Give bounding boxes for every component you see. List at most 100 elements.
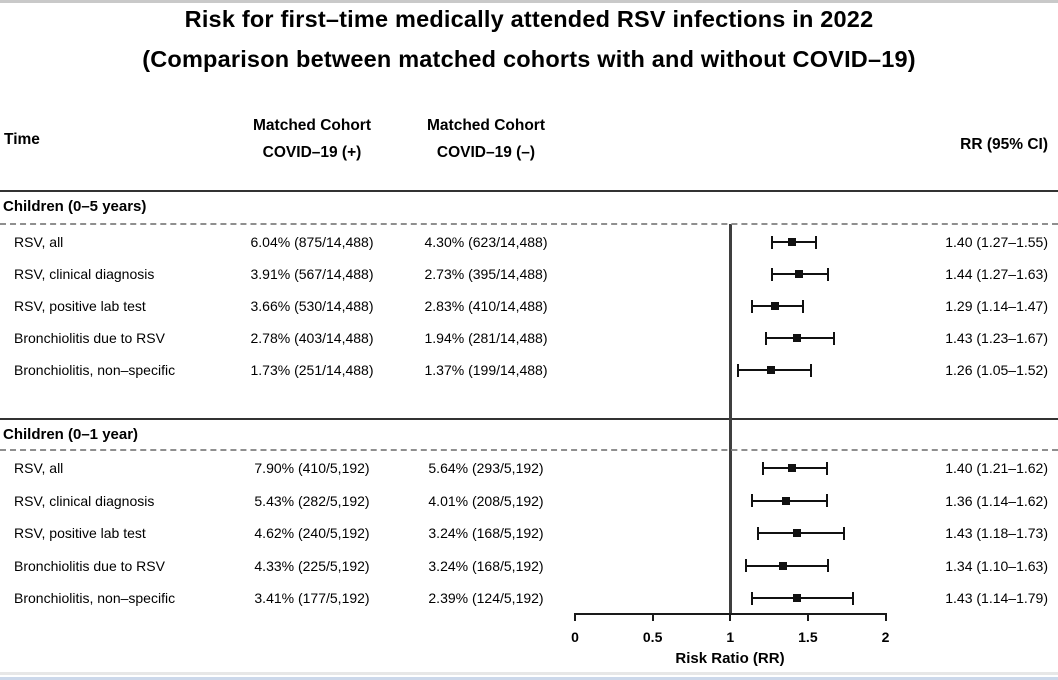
point-estimate-marker: [779, 561, 788, 570]
cohort-negative-value: 3.24% (168/5,192): [428, 557, 544, 574]
point-estimate-marker: [793, 529, 801, 537]
row-label: RSV, clinical diagnosis: [14, 492, 155, 509]
x-axis-tick-label: 0: [571, 629, 579, 645]
top-edge-strip: [0, 0, 1058, 3]
x-axis-tick: [729, 613, 732, 621]
ci-cap-high: [802, 299, 805, 313]
rr-ci-value: 1.40 (1.21–1.62): [945, 460, 1048, 476]
cohort-positive-value: 7.90% (410/5,192): [254, 460, 370, 476]
row-label: RSV, all: [14, 234, 64, 250]
row-label: RSV, positive lab test: [14, 525, 146, 541]
row-label: Bronchiolitis due to RSV: [14, 557, 165, 574]
section-divider-rule: [0, 418, 1058, 420]
ci-cap-high: [809, 363, 812, 377]
point-estimate-marker: [766, 366, 775, 374]
cohort-positive-value: 4.62% (240/5,192): [254, 525, 370, 541]
x-axis-tick-label: 1.5: [798, 629, 818, 645]
ci-cap-low: [761, 461, 764, 475]
point-estimate-marker: [788, 464, 797, 472]
rr-ci-value: 1.43 (1.18–1.73): [945, 525, 1048, 541]
rr-ci-value: 1.26 (1.05–1.52): [945, 362, 1048, 378]
column-header-time: Time: [4, 131, 40, 148]
section-header: Children (0–5 years): [3, 198, 147, 215]
x-axis-tick: [651, 613, 654, 621]
ci-cap-high: [851, 591, 854, 605]
ci-cap-low: [764, 331, 767, 345]
cohort-negative-value: 3.24% (168/5,192): [428, 525, 544, 541]
column-header-cohort-positive: Matched Cohort COVID–19 (+): [202, 112, 422, 166]
cohort-negative-header-line2: COVID–19 (–): [436, 144, 536, 161]
bottom-edge-strip-gray: [0, 672, 1058, 675]
cohort-positive-header-line1: Matched Cohort: [253, 117, 371, 134]
point-estimate-marker: [788, 238, 797, 246]
ci-cap-high: [833, 331, 836, 345]
cohort-negative-value: 5.64% (293/5,192): [428, 460, 544, 476]
bottom-edge-strip-blue: [0, 677, 1058, 680]
column-header-cohort-negative: Matched Cohort COVID–19 (–): [376, 112, 596, 166]
cohort-negative-value: 2.73% (395/14,488): [424, 266, 548, 282]
ci-cap-low: [750, 299, 753, 313]
chart-title: Risk for first–time medically attended R…: [184, 6, 874, 32]
column-header-rr-ci: RR (95% CI): [960, 136, 1048, 153]
ci-cap-high: [827, 559, 830, 572]
x-axis-label: Risk Ratio (RR): [675, 650, 785, 667]
cohort-positive-value: 3.41% (177/5,192): [254, 590, 370, 606]
cohort-negative-value: 1.37% (199/14,488): [424, 362, 548, 378]
rr-ci-value: 1.44 (1.27–1.63): [945, 266, 1048, 282]
cohort-negative-value: 2.39% (124/5,192): [428, 590, 544, 606]
row-label: Bronchiolitis, non–specific: [14, 590, 176, 606]
x-axis-tick: [884, 613, 887, 621]
ci-cap-low: [744, 559, 747, 572]
section-dashed-rule: [0, 449, 1058, 451]
cohort-positive-header-line2: COVID–19 (+): [262, 144, 362, 161]
cohort-negative-value: 1.94% (281/14,488): [424, 330, 548, 346]
x-axis-tick-label: 0.5: [642, 629, 663, 645]
ci-cap-high: [814, 235, 817, 249]
rr-ci-value: 1.34 (1.10–1.63): [945, 557, 1048, 574]
section-dashed-rule: [0, 223, 1058, 225]
cohort-positive-value: 3.66% (530/14,488): [250, 298, 374, 314]
ci-cap-high: [825, 461, 828, 475]
x-axis-tick-label: 1: [726, 629, 735, 645]
ci-cap-high: [825, 494, 828, 507]
section-header: Children (0–1 year): [3, 426, 139, 443]
chart-subtitle: (Comparison between matched cohorts with…: [142, 46, 916, 72]
rr-ci-value: 1.36 (1.14–1.62): [945, 492, 1048, 509]
ci-cap-low: [771, 235, 774, 249]
rr-ci-value: 1.43 (1.14–1.79): [945, 590, 1048, 606]
row-label: RSV, all: [14, 460, 64, 476]
point-estimate-marker: [793, 594, 801, 602]
point-estimate-marker: [771, 302, 780, 310]
cohort-negative-value: 4.30% (623/14,488): [424, 234, 548, 250]
ci-cap-low: [750, 494, 753, 507]
cohort-negative-value: 2.83% (410/14,488): [424, 298, 548, 314]
x-axis-tick: [574, 613, 576, 621]
point-estimate-marker: [782, 496, 791, 505]
row-label: Bronchiolitis, non–specific: [14, 362, 176, 378]
reference-line-rr-1: [728, 224, 732, 613]
row-label: RSV, clinical diagnosis: [14, 266, 155, 282]
point-estimate-marker: [794, 270, 803, 278]
row-label: RSV, positive lab test: [14, 298, 146, 314]
point-estimate-marker: [793, 334, 801, 342]
x-axis-tick: [806, 613, 809, 621]
ci-cap-high: [827, 267, 830, 281]
row-label: Bronchiolitis due to RSV: [14, 330, 165, 346]
ci-bar: [751, 597, 853, 599]
cohort-positive-value: 2.78% (403/14,488): [250, 330, 374, 346]
ci-cap-low: [750, 591, 753, 605]
cohort-positive-value: 1.73% (251/14,488): [250, 362, 374, 378]
cohort-positive-value: 3.91% (567/14,488): [250, 266, 374, 282]
ci-cap-low: [737, 363, 739, 377]
rr-ci-value: 1.29 (1.14–1.47): [945, 298, 1048, 314]
cohort-negative-value: 4.01% (208/5,192): [428, 492, 544, 509]
cohort-positive-value: 6.04% (875/14,488): [250, 234, 374, 250]
cohort-positive-value: 4.33% (225/5,192): [254, 557, 370, 574]
header-rule: [0, 190, 1058, 192]
cohort-negative-header-line1: Matched Cohort: [427, 117, 545, 134]
cohort-positive-value: 5.43% (282/5,192): [254, 492, 370, 509]
ci-cap-low: [771, 267, 774, 281]
x-axis-tick-label: 2: [881, 629, 890, 645]
ci-cap-low: [757, 526, 760, 540]
